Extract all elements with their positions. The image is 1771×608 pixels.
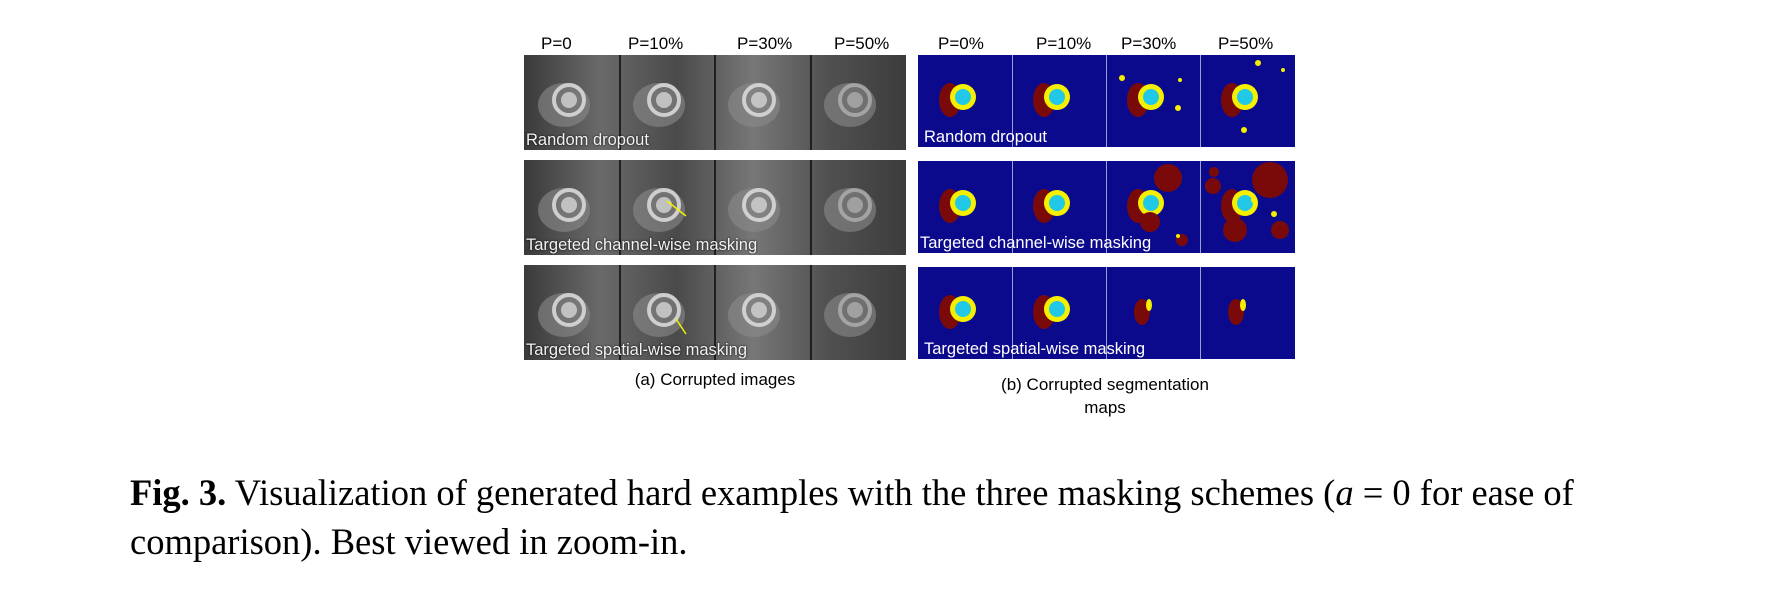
mri-lv-ring [552,293,586,327]
seg-noise-blob [1178,78,1182,82]
seg-noise-blob [1140,212,1160,232]
seg-cavity [955,195,971,211]
seg-noise-blob [1119,75,1125,81]
panel-b-col-label-1: P=0% [938,34,984,53]
panel-a-col-label-3: P=30% [737,34,793,53]
seg-noise-blob [1255,60,1261,66]
seg-tile [1012,161,1107,253]
heart-overlay-illustration [538,60,1289,337]
seg-tile [1012,267,1107,359]
seg-cavity [955,301,971,317]
strip-label: Random dropout [526,131,649,149]
strip-label: Targeted spatial-wise masking [924,340,1146,358]
seg-noise-blob [1176,234,1180,238]
panel-b-col-label-4: P=50% [1218,34,1274,53]
seg-tile [1106,267,1201,359]
seg-right-ventricle [1134,299,1150,325]
panel-a-caption: (a) Corrupted images [634,370,796,389]
mri-lv-cavity [847,197,863,213]
seg-cavity [955,89,971,105]
panel-b-strip-spatial-wise: Targeted spatial-wise masking [918,267,1295,359]
seg-cavity [1237,89,1253,105]
seg-cavity [1049,301,1065,317]
seg-tile [918,267,1013,359]
seg-right-ventricle [1228,299,1244,325]
caption-math-var: a [1335,472,1354,513]
caption-label: Fig. 3. [130,472,227,513]
seg-noise-blob [1281,68,1285,72]
mri-tile [619,265,716,360]
mri-tile [714,265,812,360]
mri-lv-cavity [656,92,672,108]
panel-b-caption: (b) Corrupted segmentation maps [1001,375,1209,417]
panel-a-col-label-4: P=50% [834,34,890,53]
figure-3: P=0 P=10% P=30% P=50% P=0% P=10% P=30% P… [524,34,1295,417]
seg-cavity [1143,195,1159,211]
mri-lv-ring [742,83,776,117]
mri-lv-cavity [847,92,863,108]
arrow-line [675,318,687,335]
mri-lv-cavity [751,197,767,213]
seg-noise-blob [1175,105,1181,111]
mri-tile [619,55,716,150]
seg-cavity [1049,195,1065,211]
strip-label: Targeted spatial-wise masking [526,341,748,359]
seg-myocardium [1146,299,1152,311]
seg-noise-blob [1205,178,1221,194]
mri-lv-ring [647,83,681,117]
mri-tile [714,55,812,150]
mri-lv-ring [647,293,681,327]
seg-noise-blob [1223,218,1247,242]
seg-tile [1106,55,1201,147]
seg-cavity [1237,195,1253,211]
mri-lv-ring [552,188,586,222]
seg-tile [1012,55,1107,147]
seg-tile [918,55,1013,147]
arrow-line [666,200,687,217]
mri-tile [524,55,621,150]
seg-noise-blob [1252,162,1288,198]
strip-label: Random dropout [924,128,1047,146]
seg-noise-blob [1251,197,1257,203]
mri-lv-ring [742,293,776,327]
seg-noise-blob [1271,221,1289,239]
panel-a-col-label-2: P=10% [628,34,684,53]
mri-lv-cavity [751,92,767,108]
mri-lv-cavity [561,197,577,213]
mri-lv-ring [742,188,776,222]
mri-tile [714,160,812,255]
mri-lv-cavity [656,197,672,213]
mri-lv-ring [838,188,872,222]
seg-noise-blob [1271,211,1277,217]
mri-lv-ring [552,83,586,117]
figure-caption: Fig. 3. Visualization of generated hard … [130,468,1690,566]
seg-noise-blob [1241,127,1247,133]
strip-label: Targeted channel-wise masking [920,234,1152,252]
seg-myocardium [1240,299,1246,311]
mri-lv-ring [838,83,872,117]
seg-cavity [1049,89,1065,105]
mri-tile [524,160,621,255]
mri-lv-ring [838,293,872,327]
mri-lv-cavity [847,302,863,318]
seg-tile [918,161,1013,253]
panel-b-col-label-2: P=10% [1036,34,1092,53]
panel-b-col-label-3: P=30% [1121,34,1177,53]
mri-lv-ring [647,188,681,222]
mri-tile [619,160,716,255]
strip-label: Targeted channel-wise masking [526,236,758,254]
caption-text-before: Visualization of generated hard examples… [234,472,1336,513]
caption-text-after: = 0 for ease of comparison). Best viewed… [130,472,1574,562]
mri-lv-cavity [561,302,577,318]
mri-lv-cavity [751,302,767,318]
mri-tile [524,265,621,360]
mri-lv-cavity [561,92,577,108]
panel-a-col-label-1: P=0 [541,34,572,53]
seg-noise-blob [1154,164,1182,192]
seg-noise-blob [1209,167,1219,177]
seg-cavity [1143,89,1159,105]
mri-lv-cavity [656,302,672,318]
seg-tile [1106,161,1201,253]
